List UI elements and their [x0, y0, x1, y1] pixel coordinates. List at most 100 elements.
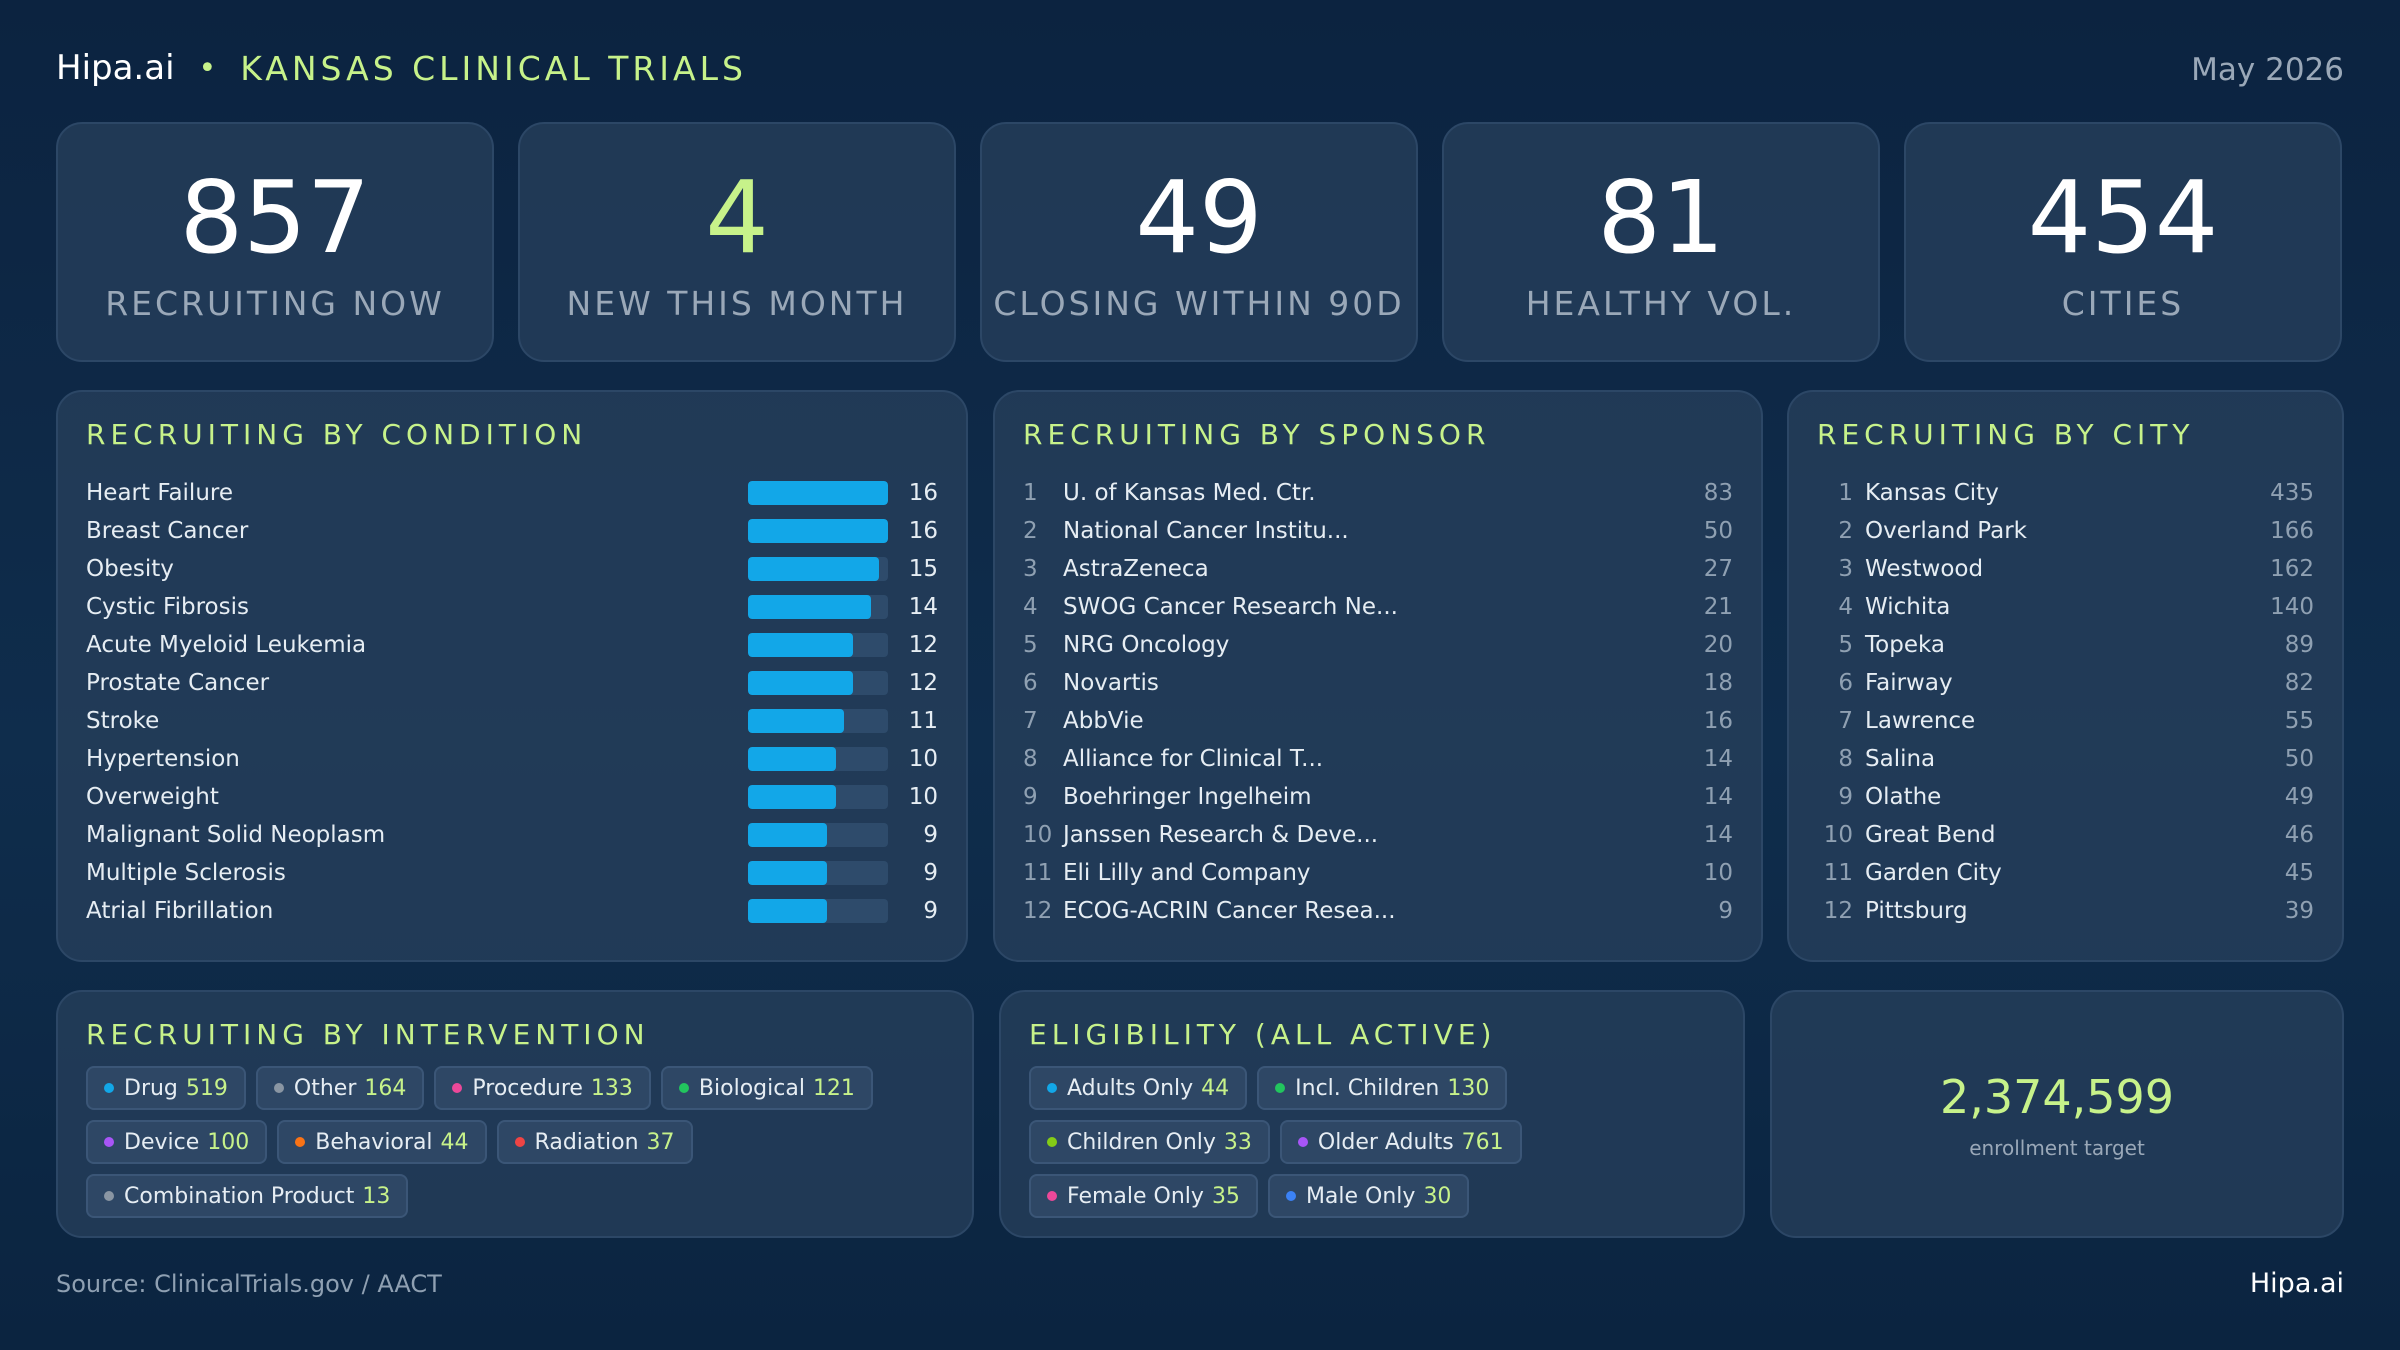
condition-bar-track — [748, 861, 888, 885]
sponsor-name: Boehringer Ingelheim — [1063, 784, 1312, 810]
chip-count: 33 — [1223, 1129, 1252, 1155]
brand-name: Hipa.ai — [56, 48, 175, 88]
condition-bar-track — [748, 823, 888, 847]
kpi-value: 49 — [1135, 159, 1263, 276]
panel-title: RECRUITING BY CITY — [1817, 418, 2195, 451]
sponsor-count: 16 — [1703, 708, 1733, 734]
condition-bar — [748, 785, 836, 809]
color-dot-icon — [104, 1137, 114, 1147]
intervention-chip: Other 164 — [255, 1066, 425, 1110]
condition-row: Heart Failure 16 — [86, 474, 938, 512]
condition-name: Heart Failure — [86, 480, 233, 506]
condition-count: 12 — [908, 632, 938, 658]
color-dot-icon — [1047, 1191, 1057, 1201]
enrollment-panel: 2,374,599 enrollment target — [1770, 990, 2344, 1238]
chip-label: Combination Product — [124, 1183, 355, 1209]
condition-bar-track — [748, 519, 888, 543]
city-count: 39 — [2284, 898, 2314, 924]
condition-name: Stroke — [86, 708, 160, 734]
color-dot-icon — [452, 1083, 463, 1093]
chip-count: 761 — [1461, 1129, 1504, 1155]
condition-count: 10 — [908, 746, 938, 772]
rank-number: 5 — [1838, 632, 1853, 658]
condition-name: Malignant Solid Neoplasm — [86, 822, 386, 848]
kpi-label: NEW THIS MONTH — [566, 284, 908, 323]
footer-brand: Hipa.ai — [2249, 1268, 2344, 1299]
condition-name: Multiple Sclerosis — [86, 860, 286, 886]
rank-number: 9 — [1838, 784, 1853, 810]
kpi-label: HEALTHY VOL. — [1525, 284, 1797, 323]
separator-dot: • — [198, 50, 217, 86]
rank-number: 11 — [1023, 860, 1053, 886]
sponsor-name: AstraZeneca — [1063, 556, 1209, 582]
sponsor-count: 83 — [1703, 480, 1733, 506]
chip-label: Female Only — [1067, 1183, 1204, 1209]
chip-label: Older Adults — [1317, 1129, 1454, 1155]
sponsor-panel: RECRUITING BY SPONSOR 1 U. of Kansas Med.… — [993, 390, 1763, 962]
condition-row: Acute Myeloid Leukemia 12 — [86, 626, 938, 664]
enrollment-value: 2,374,599 — [1939, 1070, 2175, 1124]
eligibility-chip: Older Adults 761 — [1279, 1120, 1522, 1164]
condition-bar — [748, 747, 836, 771]
condition-bar — [748, 519, 888, 543]
condition-name: Overweight — [86, 784, 219, 810]
city-name: Kansas City — [1865, 480, 1999, 506]
sponsor-row: 8 Alliance for Clinical T... 14 — [1023, 740, 1733, 778]
rank-number: 3 — [1838, 556, 1853, 582]
color-dot-icon — [514, 1137, 525, 1147]
city-row: 12 Pittsburg 39 — [1817, 892, 2314, 930]
condition-name: Breast Cancer — [86, 518, 249, 544]
sponsor-row: 1 U. of Kansas Med. Ctr. 83 — [1023, 474, 1733, 512]
chip-label: Device — [124, 1129, 200, 1155]
sponsor-count: 18 — [1703, 670, 1733, 696]
condition-row: Cystic Fibrosis 14 — [86, 588, 938, 626]
city-count: 82 — [2284, 670, 2314, 696]
eligibility-chip: Adults Only 44 — [1029, 1066, 1248, 1110]
city-row: 10 Great Bend 46 — [1817, 816, 2314, 854]
chip-count: 13 — [362, 1183, 391, 1209]
sponsor-count: 9 — [1718, 898, 1733, 924]
sponsor-count: 27 — [1703, 556, 1733, 582]
city-row: 8 Salina 50 — [1817, 740, 2314, 778]
city-name: Great Bend — [1865, 822, 1996, 848]
rank-number: 8 — [1838, 746, 1853, 772]
condition-row: Atrial Fibrillation 9 — [86, 892, 938, 930]
condition-bar-track — [748, 709, 888, 733]
eligibility-chip: Incl. Children 130 — [1257, 1066, 1508, 1110]
enrollment-label: enrollment target — [1969, 1136, 2145, 1160]
rank-number: 11 — [1823, 860, 1853, 886]
intervention-panel: RECRUITING BY INTERVENTION Drug 519 Other 1… — [56, 990, 974, 1238]
chip-label: Radiation — [534, 1129, 639, 1155]
condition-count: 9 — [923, 898, 938, 924]
condition-bar-track — [748, 557, 888, 581]
condition-bar — [748, 861, 827, 885]
sponsor-row: 7 AbbVie 16 — [1023, 702, 1733, 740]
condition-count: 16 — [908, 480, 938, 506]
chip-label: Incl. Children — [1295, 1075, 1440, 1101]
condition-row: Hypertension 10 — [86, 740, 938, 778]
sponsor-name: ECOG-ACRIN Cancer Resea... — [1063, 898, 1396, 924]
sponsor-row: 11 Eli Lilly and Company 10 — [1023, 854, 1733, 892]
chip-label: Children Only — [1067, 1129, 1216, 1155]
condition-row: Overweight 10 — [86, 778, 938, 816]
city-name: Garden City — [1865, 860, 2002, 886]
panel-title: ELIGIBILITY (ALL ACTIVE) — [1029, 1018, 1497, 1051]
rank-number: 9 — [1023, 784, 1038, 810]
color-dot-icon — [1275, 1083, 1286, 1093]
city-count: 46 — [2284, 822, 2314, 848]
eligibility-chip: Female Only 35 — [1029, 1174, 1258, 1218]
chip-count: 44 — [440, 1129, 469, 1155]
sponsor-count: 10 — [1703, 860, 1733, 886]
condition-name: Obesity — [86, 556, 174, 582]
city-row: 7 Lawrence 55 — [1817, 702, 2314, 740]
sponsor-count: 14 — [1703, 746, 1733, 772]
sponsor-count: 21 — [1703, 594, 1733, 620]
rank-number: 7 — [1838, 708, 1853, 734]
condition-bar — [748, 823, 827, 847]
color-dot-icon — [678, 1083, 689, 1093]
sponsor-count: 14 — [1703, 784, 1733, 810]
kpi-label: RECRUITING NOW — [105, 284, 445, 323]
chip-label: Procedure — [472, 1075, 583, 1101]
city-count: 140 — [2270, 594, 2314, 620]
condition-row: Prostate Cancer 12 — [86, 664, 938, 702]
